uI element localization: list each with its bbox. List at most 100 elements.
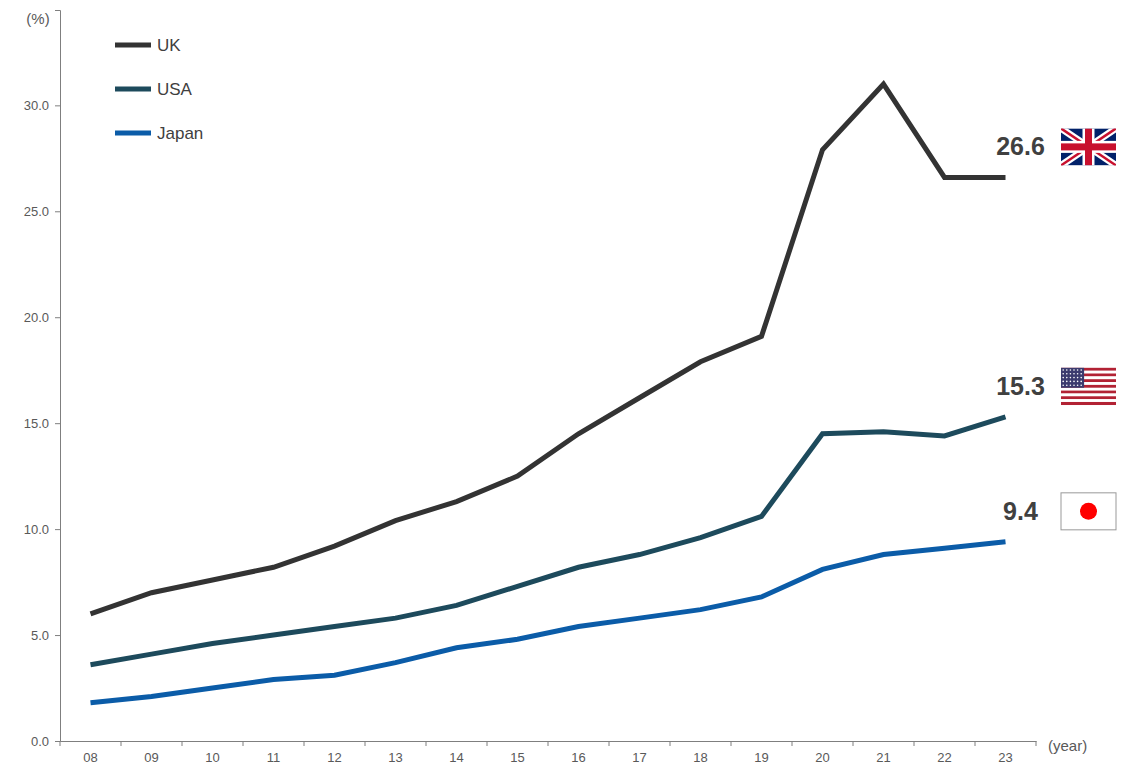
- flag-part: [1062, 377, 1064, 379]
- x-tick: 14: [449, 741, 463, 765]
- flag-part: [1077, 373, 1079, 375]
- x-boundary-tick: [975, 741, 976, 746]
- x-tick: 13: [388, 741, 402, 765]
- x-tick: 16: [571, 741, 585, 765]
- flag-part: [1061, 128, 1116, 165]
- x-tick: 22: [937, 741, 951, 765]
- series-line: [91, 417, 1006, 665]
- x-tick-label: 17: [632, 750, 646, 765]
- y-tick-label: 0.0: [31, 734, 49, 749]
- x-tick: 21: [876, 741, 890, 765]
- flag-part: [1070, 373, 1072, 375]
- flag-part: [1061, 402, 1116, 405]
- lines: [91, 84, 1006, 703]
- x-boundary-tick: [792, 741, 793, 746]
- x-tick: 08: [83, 741, 97, 765]
- y-tick-mark: [55, 635, 60, 636]
- x-tick-label: 16: [571, 750, 585, 765]
- x-boundary-tick: [1036, 741, 1037, 746]
- y-tick-label: 30.0: [24, 98, 49, 113]
- flag-part: [1080, 384, 1082, 386]
- y-tick: 25.0: [24, 204, 60, 219]
- x-boundary-tick: [121, 741, 122, 746]
- legend: UKUSAJapan: [115, 36, 203, 143]
- x-boundary-tick: [182, 741, 183, 746]
- x-tick: 23: [998, 741, 1012, 765]
- x-boundary-tick: [670, 741, 671, 746]
- flag-part: [1061, 388, 1116, 391]
- x-tick: 15: [510, 741, 524, 765]
- y-tick-mark: [55, 741, 60, 742]
- annotations: 26.615.39.4: [996, 132, 1045, 524]
- y-tick-mark: [55, 211, 60, 212]
- y-tick: 10.0: [24, 522, 60, 537]
- x-tick-label: 12: [327, 750, 341, 765]
- x-boundary-tick: [914, 741, 915, 746]
- flag-part: [1061, 493, 1116, 530]
- x-tick: 10: [205, 741, 219, 765]
- flag-part: [1066, 373, 1068, 375]
- x-tick-label: 21: [876, 750, 890, 765]
- series-line: [91, 84, 1006, 614]
- x-boundary-tick: [243, 741, 244, 746]
- flag-part: [1061, 128, 1116, 165]
- flag-part: [1073, 373, 1075, 375]
- y-axis: 0.0 5.0 10.0 15.0 20.0 25.0 30.0: [24, 11, 61, 749]
- flag: [1061, 128, 1116, 165]
- flag-part: [1061, 368, 1084, 388]
- series-line: [91, 542, 1006, 703]
- flag-part: [1062, 369, 1064, 371]
- y-tick: 5.0: [31, 628, 60, 643]
- x-boundary-tick: [731, 741, 732, 746]
- x-tick: 20: [815, 741, 829, 765]
- x-boundary-tick: [426, 741, 427, 746]
- flag-part: [1061, 399, 1116, 402]
- x-tick: 18: [693, 741, 707, 765]
- flag: [1061, 368, 1116, 405]
- y-tick-label: 15.0: [24, 416, 49, 431]
- y-tick: 20.0: [24, 310, 60, 325]
- x-tick-label: 13: [388, 750, 402, 765]
- x-tick: 09: [144, 741, 158, 765]
- legend-label: UK: [157, 36, 181, 55]
- flag-part: [1062, 381, 1064, 383]
- flag-part: [1073, 377, 1075, 379]
- flag-part: [1080, 503, 1097, 520]
- x-tick-label: 18: [693, 750, 707, 765]
- x-tick: 17: [632, 741, 646, 765]
- x-tick-label: 23: [998, 750, 1012, 765]
- y-axis-line: [55, 11, 61, 742]
- x-boundary-ticks: [60, 741, 1036, 746]
- y-tick-label: 5.0: [31, 628, 49, 643]
- x-axis-title: (year): [1048, 737, 1087, 754]
- end-label: 9.4: [1003, 497, 1038, 525]
- x-tick-label: 11: [267, 750, 281, 765]
- x-tick: 12: [327, 741, 341, 765]
- y-tick-mark: [55, 105, 60, 106]
- flag-part: [1077, 381, 1079, 383]
- flag-part: [1061, 128, 1116, 165]
- flag-part: [1073, 381, 1075, 383]
- flag-part: [1061, 393, 1116, 396]
- x-boundary-tick: [853, 741, 854, 746]
- flag-part: [1080, 369, 1082, 371]
- flag: [1061, 493, 1116, 530]
- flag-part: [1080, 373, 1082, 375]
- flag-part: [1077, 384, 1079, 386]
- x-tick: 11: [267, 741, 281, 765]
- x-tick-label: 08: [83, 750, 97, 765]
- legend-swatch: [115, 131, 151, 136]
- flag-part: [1070, 381, 1072, 383]
- y-tick: 30.0: [24, 98, 60, 113]
- x-tick-label: 09: [144, 750, 158, 765]
- flag-part: [1066, 384, 1068, 386]
- end-label: 15.3: [996, 372, 1045, 400]
- legend-swatch: [115, 43, 151, 48]
- x-boundary-tick: [60, 741, 61, 746]
- y-tick-mark: [55, 423, 60, 424]
- y-tick-label: 20.0: [24, 310, 49, 325]
- y-axis-title: (%): [26, 10, 49, 27]
- x-tick: 19: [754, 741, 768, 765]
- y-tick-mark: [55, 317, 60, 318]
- flag-part: [1066, 381, 1068, 383]
